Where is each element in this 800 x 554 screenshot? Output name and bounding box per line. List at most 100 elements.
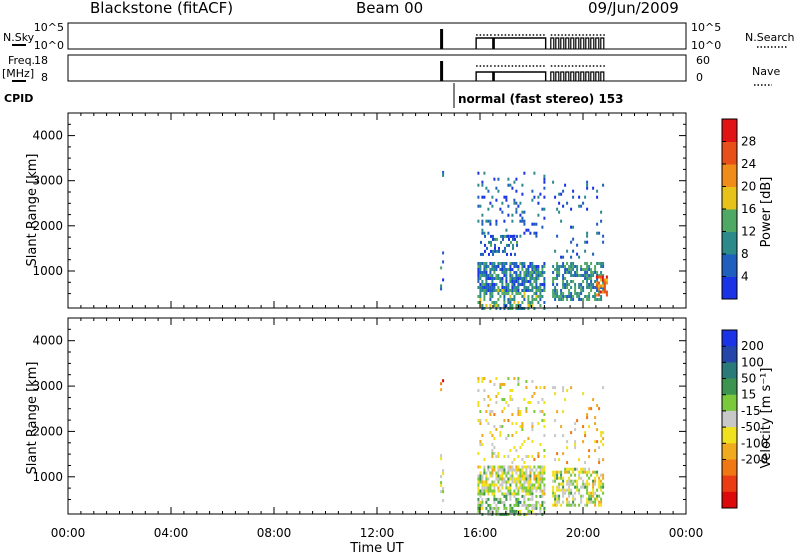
vel-data-cell <box>592 479 595 483</box>
power-data-cell <box>482 252 484 256</box>
power-data-cell <box>511 283 514 286</box>
power-data-cell <box>556 268 559 271</box>
colorbar-segment <box>722 362 737 380</box>
power-data-cell <box>533 268 536 271</box>
vel-data-cell <box>497 486 500 490</box>
power-data-cell <box>481 274 484 277</box>
vel-data-cell <box>503 419 506 422</box>
vel-data-cell <box>586 503 589 507</box>
colorbar-segment <box>722 186 737 210</box>
colorbar-segment <box>722 346 737 363</box>
summary-solid-trace <box>493 71 547 81</box>
power-data-cell <box>600 265 603 268</box>
vel-data-cell <box>584 482 587 486</box>
vel-data-cell <box>586 497 589 501</box>
power-data-cell <box>523 210 526 214</box>
power-data-cell <box>533 171 536 175</box>
vel-data-cell <box>541 500 544 504</box>
vel-data-cell <box>537 483 540 487</box>
vel-data-cell <box>481 489 484 493</box>
power-data-cell <box>600 219 603 223</box>
power-data-cell <box>572 249 575 253</box>
vel-data-cell <box>574 473 577 477</box>
colorbar-segment <box>722 459 737 477</box>
power-data-cell <box>517 265 520 268</box>
power-data-cell <box>537 265 540 268</box>
colorbar-frame <box>721 329 738 509</box>
colorbar-ticklabel: 15 <box>741 388 756 402</box>
vel-data-cell <box>442 487 445 491</box>
vel-data-cell <box>523 440 526 443</box>
power-data-cell <box>527 271 530 274</box>
power-data-cell <box>486 246 488 250</box>
x-ticklabel: 04:00 <box>154 526 189 540</box>
power-data-cell <box>497 289 500 292</box>
power-data-cell <box>590 274 593 277</box>
power-data-cell <box>543 180 546 184</box>
power-data-cell <box>509 289 512 292</box>
power-data-cell <box>493 268 496 271</box>
power-data-cell <box>527 274 530 277</box>
vel-data-cell <box>503 492 506 496</box>
vel-data-cell <box>594 497 597 501</box>
power-data-cell <box>491 280 494 283</box>
power-data-cell <box>596 271 599 274</box>
power-data-cell <box>509 271 512 274</box>
y-ticklabel: 2000 <box>32 424 63 438</box>
power-data-cell <box>562 262 565 265</box>
vel-data-cell <box>523 497 526 501</box>
power-data-cell <box>509 265 512 268</box>
vel-data-cell <box>513 509 516 513</box>
vel-data-cell <box>525 410 528 413</box>
vel-data-cell <box>485 474 488 478</box>
vel-data-cell <box>564 488 567 492</box>
power-data-cell <box>503 286 506 289</box>
colorbar-ticklabel: 100 <box>741 355 764 369</box>
power-data-cell <box>529 301 532 304</box>
vel-data-cell <box>509 486 512 490</box>
power-data-cell <box>533 222 536 226</box>
vel-data-cell <box>562 488 565 492</box>
power-data-cell <box>596 222 599 226</box>
vel-data-cell <box>513 458 516 461</box>
power-data-cell <box>564 271 567 274</box>
power-data-cell <box>501 283 504 286</box>
vel-data-cell <box>497 392 500 395</box>
power-data-cell <box>515 286 518 289</box>
power-data-cell <box>493 283 496 286</box>
vel-data-cell <box>531 506 534 510</box>
power-data-cell <box>497 292 500 295</box>
power-data-cell <box>568 292 571 295</box>
vel-data-cell <box>505 494 508 498</box>
vel-data-cell <box>592 488 595 492</box>
vel-data-cell <box>509 474 512 478</box>
vel-data-cell <box>568 500 571 504</box>
power-data-cell <box>580 265 583 268</box>
vel-data-cell <box>481 497 484 501</box>
power-data-cell <box>440 284 443 288</box>
vel-data-cell <box>523 480 526 484</box>
vel-data-cell <box>511 434 514 437</box>
power-data-cell <box>554 289 557 292</box>
power-data-cell <box>479 277 482 280</box>
power-data-cell <box>516 234 518 238</box>
power-data-cell <box>499 207 502 211</box>
power-data-cell <box>481 304 484 307</box>
power-data-cell <box>562 277 565 280</box>
power-data-cell <box>595 293 598 297</box>
power-data-cell <box>570 280 573 283</box>
vel-data-cell <box>572 467 575 471</box>
power-data-cell <box>487 289 490 292</box>
power-data-cell <box>489 277 492 280</box>
vel-data-cell <box>487 489 490 493</box>
power-data-cell <box>556 207 559 211</box>
power-data-cell <box>503 292 506 295</box>
power-data-cell <box>508 243 510 247</box>
power-data-cell <box>501 210 504 214</box>
freq-unit: [MHz] <box>2 67 34 80</box>
power-data-cell <box>511 186 514 190</box>
vel-data-cell <box>552 494 555 498</box>
vel-data-cell <box>572 500 575 504</box>
power-data-cell <box>494 243 496 247</box>
vel-data-cell <box>505 497 508 501</box>
